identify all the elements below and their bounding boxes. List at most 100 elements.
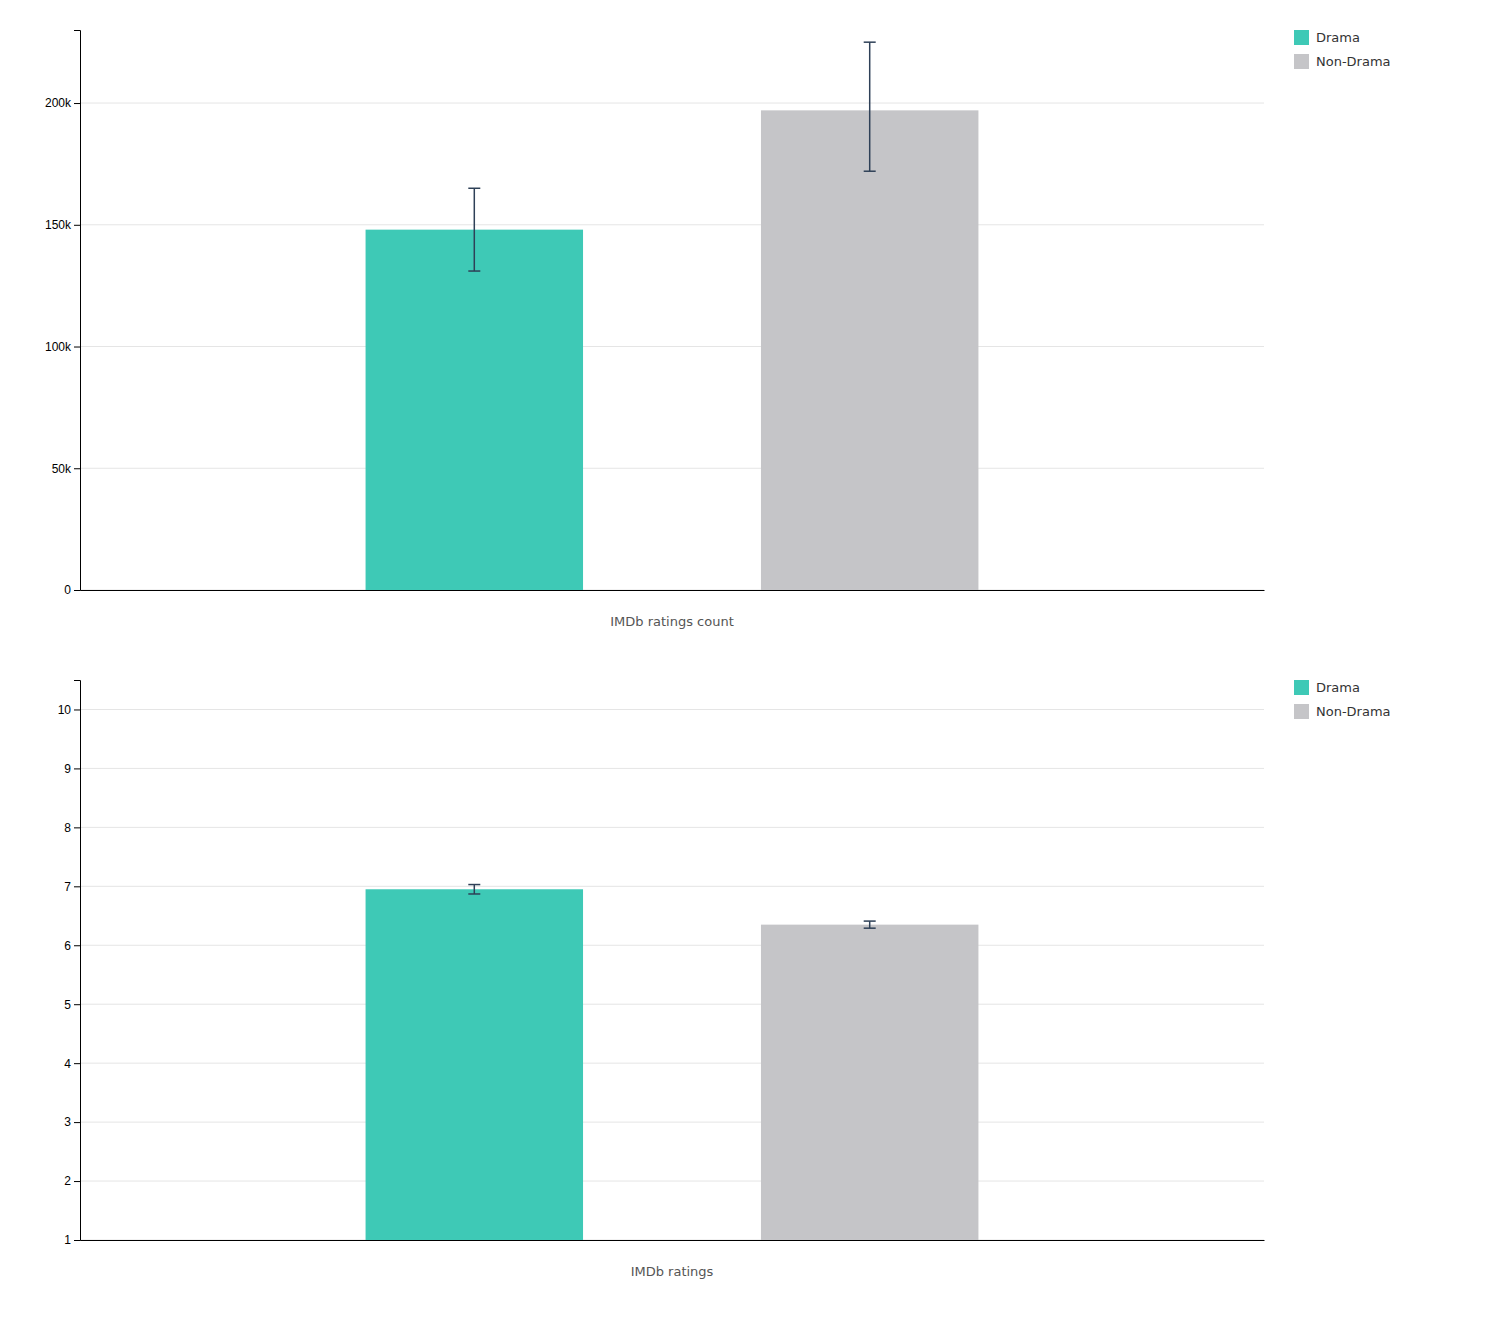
y-tick-mark <box>74 103 80 104</box>
bar <box>761 110 978 590</box>
y-tick: 2 <box>64 1174 80 1188</box>
error-cap-high <box>468 884 480 886</box>
y-tick-mark <box>74 1063 80 1064</box>
panel: 0 50k 100k 150k 200k IMDb ratings count Drama N… <box>45 30 1391 629</box>
grid-line <box>80 709 1264 710</box>
grid-line <box>80 224 1264 225</box>
y-tick-mark <box>74 827 80 828</box>
grid-line <box>80 1063 1264 1064</box>
y-tick-label: 6 <box>64 939 71 953</box>
legend-label: Non-Drama <box>1316 54 1391 69</box>
y-tick: 50k <box>52 462 80 476</box>
grid-line <box>80 590 1264 591</box>
y-tick-label: 3 <box>64 1115 71 1129</box>
y-tick: 4 <box>64 1056 80 1070</box>
y-tick-label: 150k <box>45 218 72 232</box>
y-tick-label: 8 <box>64 821 71 835</box>
x-axis-line <box>81 590 1265 591</box>
y-tick-label: 4 <box>64 1056 71 1070</box>
y-tick-mark <box>74 768 80 769</box>
y-tick-mark <box>74 1004 80 1005</box>
y-tick-label: 5 <box>64 998 71 1012</box>
y-tick-label: 7 <box>64 880 71 894</box>
y-axis-line <box>74 681 81 1241</box>
x-axis-line <box>81 1240 1265 1241</box>
y-tick: 1 <box>64 1233 80 1247</box>
y-axis-line <box>74 31 81 591</box>
grid-line <box>80 1122 1264 1123</box>
marks <box>366 885 979 1240</box>
grid <box>80 709 1264 1240</box>
bar <box>761 925 978 1240</box>
y-tick-mark <box>74 347 80 348</box>
y-tick-label: 10 <box>58 703 72 717</box>
y-tick: 0 <box>64 583 80 597</box>
y-tick: 200k <box>45 96 80 110</box>
y-axis: 0 50k 100k 150k 200k <box>45 31 81 598</box>
y-tick: 10 <box>58 703 80 717</box>
legend-swatch <box>1294 680 1309 695</box>
legend: Drama Non-Drama <box>1294 680 1391 719</box>
y-tick-mark <box>74 1181 80 1182</box>
y-tick: 3 <box>64 1115 80 1129</box>
error-cap-low <box>864 927 876 929</box>
y-tick-mark <box>74 886 80 887</box>
grid-line <box>80 768 1264 769</box>
legend-label: Drama <box>1316 30 1360 45</box>
y-tick-mark <box>74 945 80 946</box>
y-tick: 5 <box>64 998 80 1012</box>
grid-line <box>80 468 1264 469</box>
legend-swatch <box>1294 704 1309 719</box>
legend-item: Drama <box>1294 30 1360 45</box>
y-tick-mark <box>74 1240 80 1241</box>
grid-line <box>80 827 1264 828</box>
y-tick: 8 <box>64 821 80 835</box>
error-bar <box>474 188 476 271</box>
grid-line <box>80 103 1264 104</box>
legend-item: Non-Drama <box>1294 704 1391 719</box>
y-tick-label: 1 <box>64 1233 71 1247</box>
error-bar <box>869 42 871 171</box>
y-tick: 6 <box>64 939 80 953</box>
error-bar <box>474 885 476 894</box>
legend-label: Non-Drama <box>1316 704 1391 719</box>
bar <box>366 230 583 590</box>
legend: Drama Non-Drama <box>1294 30 1391 69</box>
y-tick: 150k <box>45 218 80 232</box>
grid-line <box>80 1181 1264 1182</box>
marks <box>366 42 979 590</box>
grid-line <box>80 346 1264 347</box>
panel: 1 2 3 4 5 6 7 8 9 10 IMDb ratings Drama Non-Drama <box>58 680 1391 1279</box>
y-tick-mark <box>74 590 80 591</box>
error-bar <box>869 921 871 928</box>
grid-line <box>80 886 1264 887</box>
y-tick-mark <box>74 225 80 226</box>
y-tick-mark <box>74 1122 80 1123</box>
y-tick-label: 2 <box>64 1174 71 1188</box>
error-cap-high <box>864 920 876 922</box>
legend-item: Drama <box>1294 680 1360 695</box>
error-cap-low <box>864 170 876 172</box>
y-tick: 100k <box>45 340 80 354</box>
y-tick: 9 <box>64 762 80 776</box>
x-axis <box>81 590 1265 592</box>
x-axis <box>81 1240 1265 1242</box>
x-axis-label: IMDb ratings count <box>610 614 734 629</box>
chart-canvas: 0 50k 100k 150k 200k IMDb ratings count Drama N… <box>0 0 1494 1340</box>
grid <box>80 103 1264 590</box>
y-tick-mark <box>74 468 80 469</box>
error-cap-high <box>864 41 876 43</box>
y-tick-mark <box>74 709 80 710</box>
legend-item: Non-Drama <box>1294 54 1391 69</box>
y-tick-label: 100k <box>45 340 72 354</box>
y-tick-label: 50k <box>52 462 72 476</box>
y-axis: 1 2 3 4 5 6 7 8 9 10 <box>58 681 81 1248</box>
y-tick: 7 <box>64 880 80 894</box>
y-tick-label: 9 <box>64 762 71 776</box>
grid-line <box>80 1004 1264 1005</box>
x-axis-label: IMDb ratings <box>631 1264 714 1279</box>
grid-line <box>80 1240 1264 1241</box>
y-tick-label: 200k <box>45 96 72 110</box>
y-tick-label: 0 <box>64 583 71 597</box>
error-cap-low <box>468 270 480 272</box>
